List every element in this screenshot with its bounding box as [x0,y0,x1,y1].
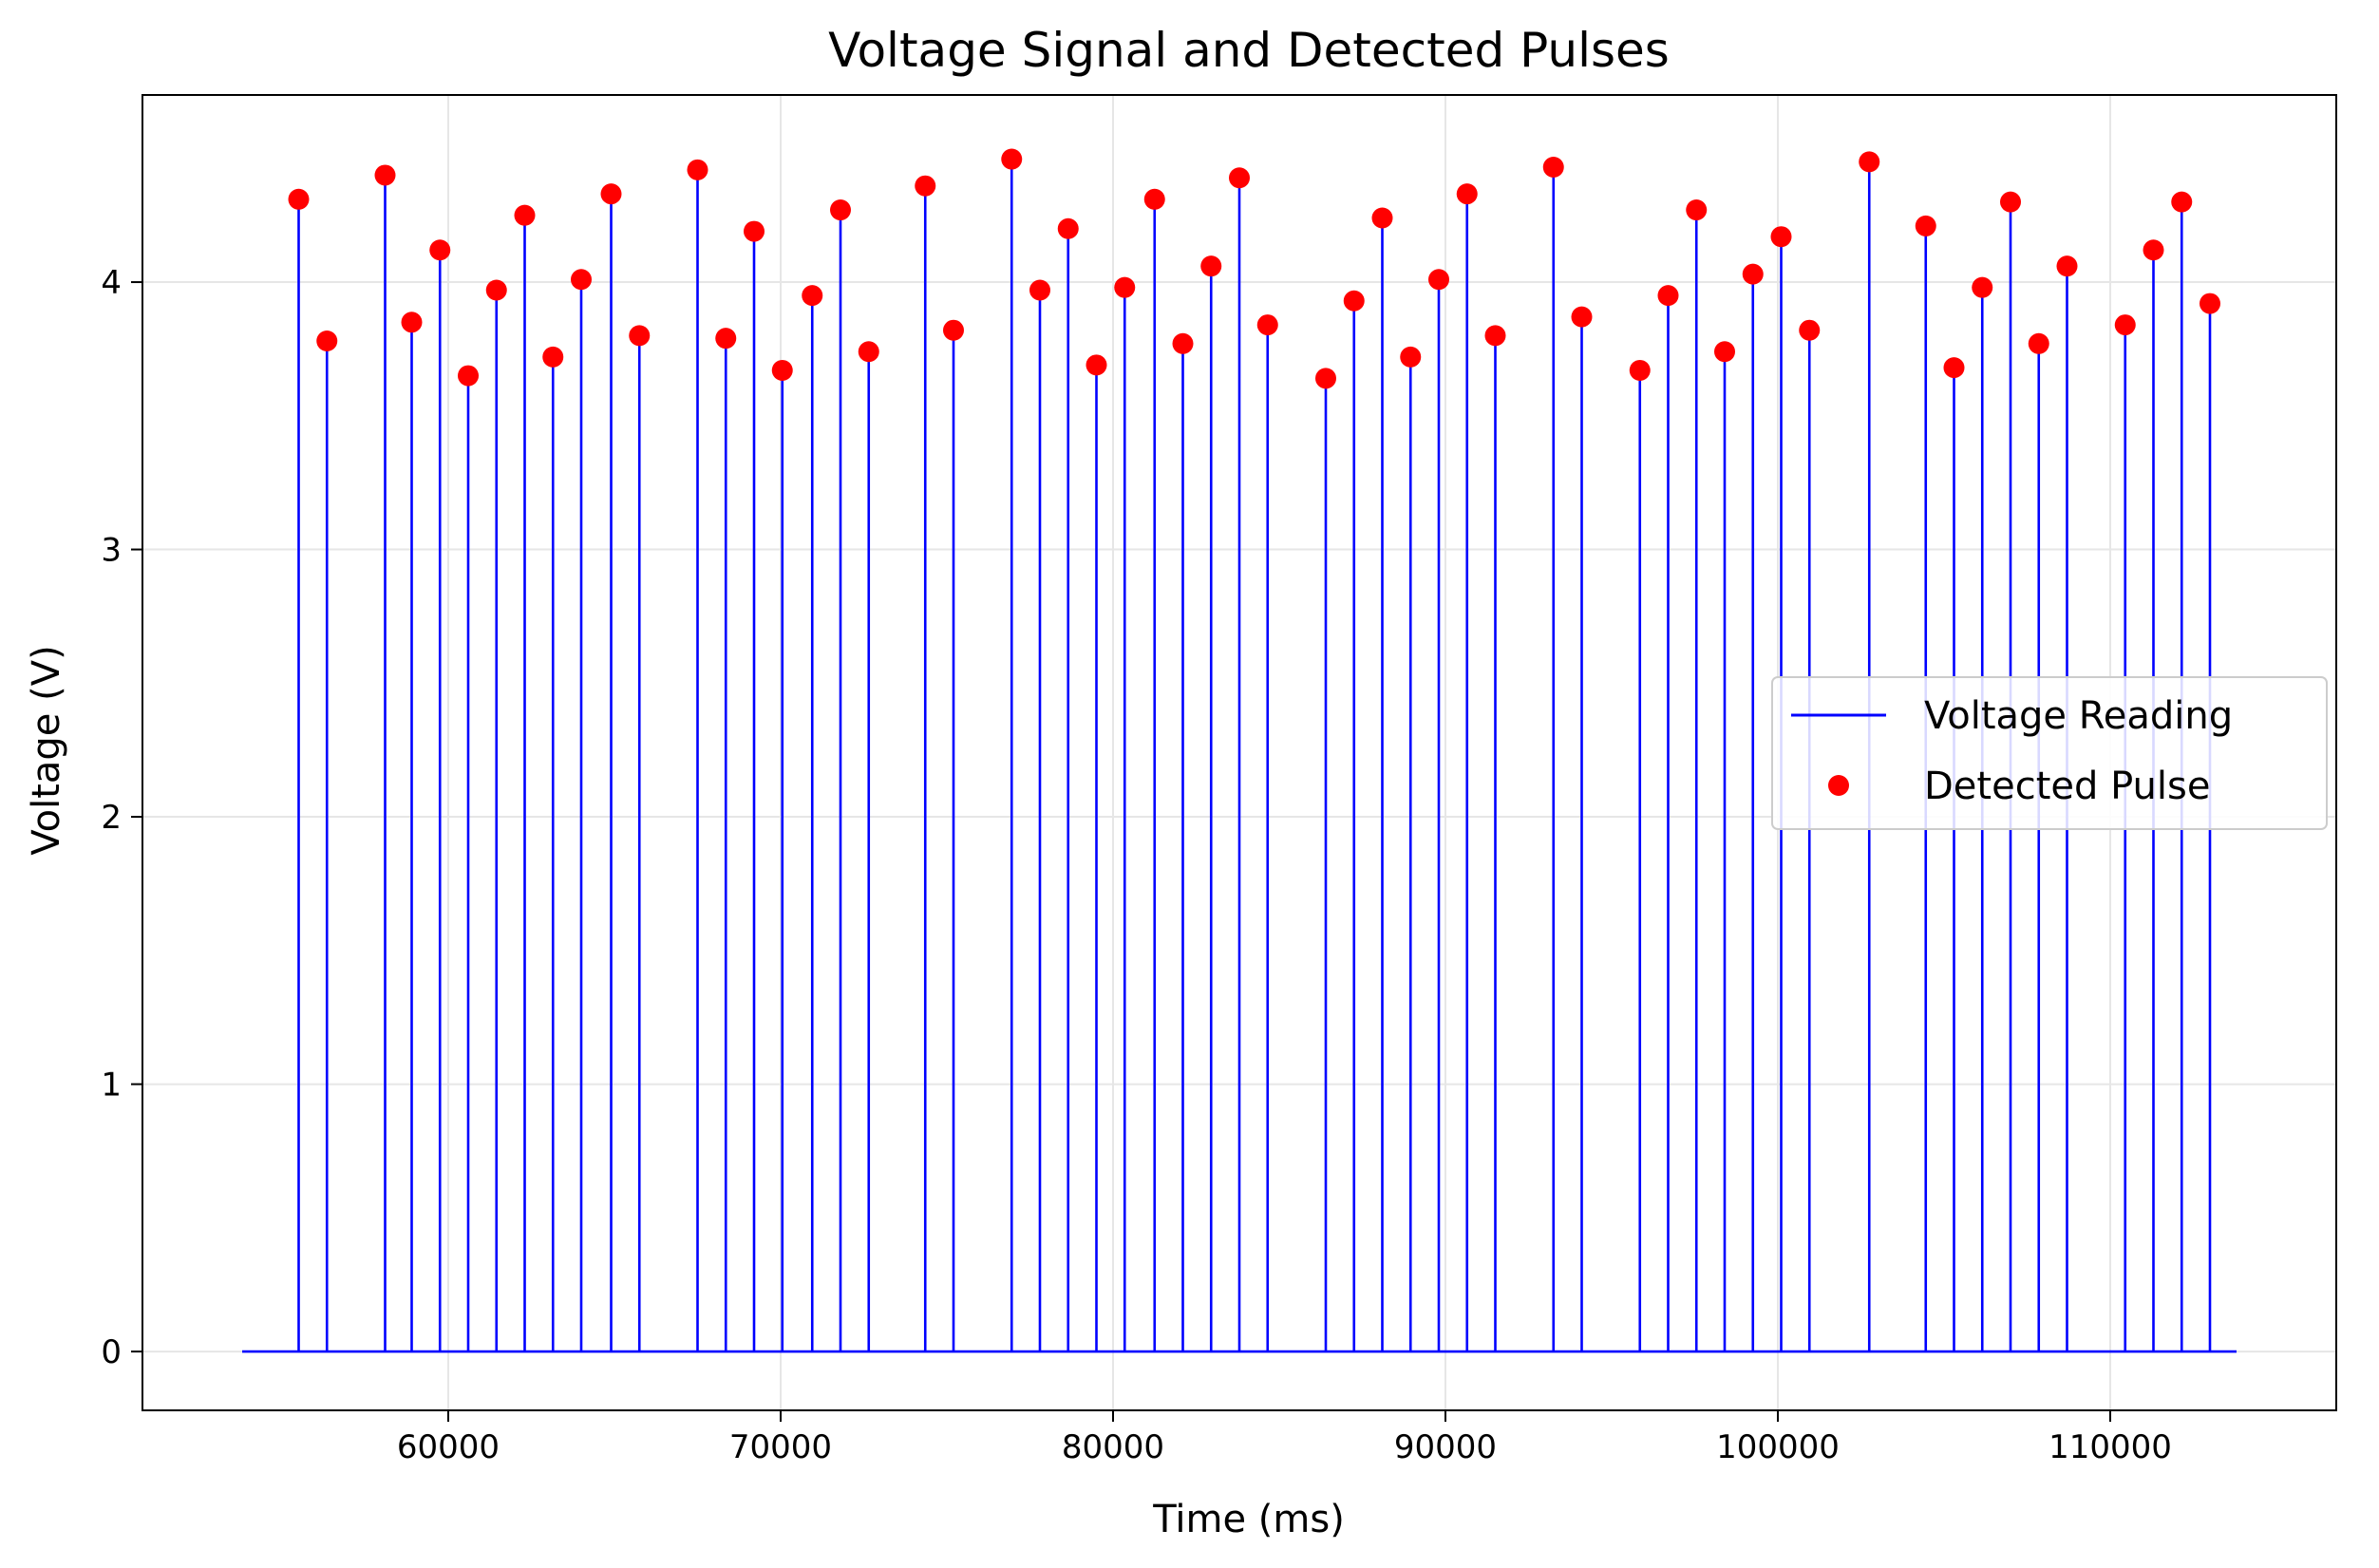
detected-pulse-point [1714,341,1735,363]
x-tick-label: 90000 [1394,1428,1497,1466]
detected-pulse-point [802,285,823,307]
detected-pulse-point [1799,319,1821,341]
x-tick-label: 70000 [729,1428,832,1466]
detected-pulse-point [771,359,793,381]
x-tick-label: 110000 [2049,1428,2172,1466]
detected-pulse-point [1686,199,1708,221]
legend-item-voltage-reading: Voltage Reading [1924,694,2233,738]
detected-pulse-point [1542,157,1564,179]
detected-pulse-point [374,164,396,186]
detected-pulse-point [542,346,564,368]
detected-pulse-point [1200,255,1222,277]
detected-pulse-point [1770,226,1792,248]
legend-box [1771,676,2328,830]
detected-pulse-point [1029,279,1050,301]
detected-pulse-point [1742,263,1764,285]
x-tick-label: 60000 [397,1428,500,1466]
detected-pulse-point [915,175,936,197]
y-tick-label: 1 [101,1067,122,1105]
detected-pulse-point [485,279,507,301]
detected-pulse-point [1256,314,1278,336]
detected-pulse-point [1057,217,1079,239]
detected-pulse-point [1400,346,1422,368]
detected-pulse-point [458,365,479,387]
detected-pulse-point [2028,332,2049,354]
detected-pulse-point [1343,290,1365,312]
y-tick-label: 0 [101,1333,122,1371]
detected-pulse-point [1484,325,1506,347]
x-tick-label: 80000 [1062,1428,1164,1466]
detected-pulse-point [629,325,651,347]
detected-pulse-point [1143,188,1165,210]
chart-title: Voltage Signal and Detected Pulses [828,23,1670,78]
detected-pulse-point [858,341,879,363]
detected-pulse-point [1915,215,1936,236]
detected-pulse-point [429,239,451,261]
detected-pulse-point [1571,306,1593,328]
detected-pulse-point [1657,285,1679,307]
detected-pulse-point [687,159,708,180]
detected-pulse-point [514,204,536,226]
detected-pulse-point [715,328,737,349]
detected-pulse-point [288,188,310,210]
detected-pulse-point [401,312,423,333]
detected-pulse-point [1428,269,1449,291]
y-axis: 0 1 2 3 4 [101,264,142,1371]
legend-item-detected-pulse: Detected Pulse [1924,765,2210,808]
plot-area-frame [142,94,2337,1411]
detected-pulse-point [1114,276,1136,298]
detected-pulse-point [316,330,338,351]
voltage-reading-line [242,159,2237,1353]
detected-pulse-point [600,183,622,205]
x-axis: 60000 70000 80000 90000 100000 110000 [397,1410,2172,1466]
detected-pulse-point [830,199,851,221]
y-tick-label: 2 [101,799,122,837]
y-tick-label: 4 [101,264,122,302]
pulse-series [288,148,2220,389]
legend-dot-marker [1828,775,1849,796]
detected-pulse-point [1629,359,1651,381]
y-axis-label: Voltage (V) [25,645,68,855]
detected-pulse-point [1229,167,1250,189]
y-tick-label: 3 [101,532,122,570]
signal-series [242,159,2237,1353]
detected-pulse-point [2200,293,2220,314]
detected-pulse-point [1315,368,1336,389]
detected-pulse-point [2171,191,2193,213]
detected-pulse-point [1371,207,1393,229]
detected-pulse-point [744,220,765,242]
detected-pulse-point [1859,151,1880,173]
legend: Voltage Reading Detected Pulse [1771,676,2328,830]
detected-pulse-point [1086,354,1107,376]
x-tick-label: 100000 [1716,1428,1840,1466]
detected-pulse-point [571,269,592,291]
x-axis-label: Time (ms) [1152,1498,1345,1541]
detected-pulse-point [2056,255,2078,277]
detected-pulse-point [2000,191,2021,213]
detected-pulse-point [943,319,964,341]
detected-pulse-point [1456,183,1478,205]
detected-pulse-point [1972,276,1993,298]
detected-pulse-point [1172,332,1194,354]
detected-pulse-point [2114,314,2136,336]
detected-pulse-point [1001,148,1023,170]
detected-pulse-point [1943,357,1965,379]
detected-pulse-point [2143,239,2164,261]
